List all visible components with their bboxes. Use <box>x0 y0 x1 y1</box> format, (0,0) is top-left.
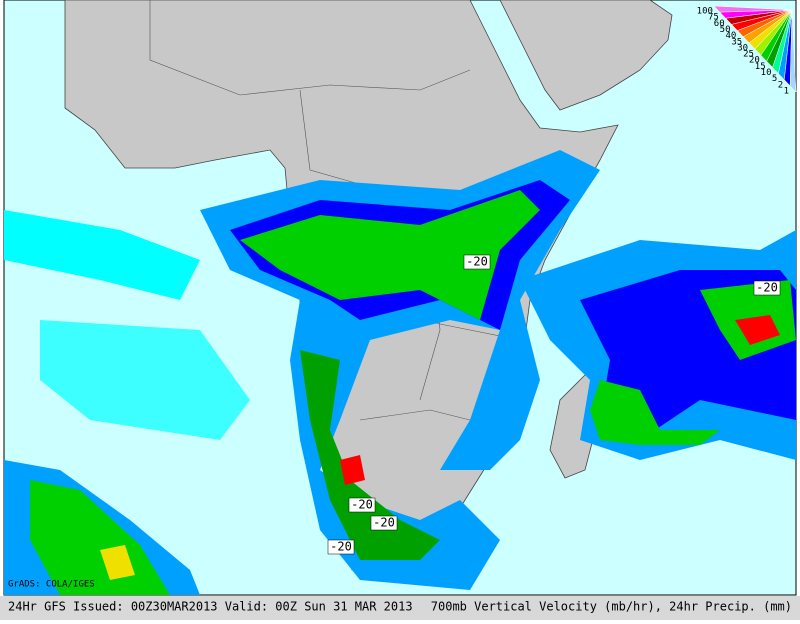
footer-right: 700mb Vertical Velocity (mb/hr), 24hr Pr… <box>431 600 792 614</box>
border <box>359 409 471 421</box>
label-box <box>348 497 376 513</box>
label-box <box>370 515 398 531</box>
legend-label: 25 <box>743 50 754 60</box>
contour-label: -20 <box>373 516 395 530</box>
legend-label: 2 <box>778 80 783 90</box>
label-box <box>327 539 355 555</box>
contour-label: -20 <box>756 281 778 295</box>
precip-area <box>340 455 365 485</box>
legend-label: 35 <box>731 37 742 47</box>
precip-area <box>30 480 170 595</box>
legend-label: 75 <box>708 13 719 23</box>
label-box <box>753 280 781 296</box>
legend-label: 15 <box>755 62 766 72</box>
footer-bar <box>0 596 800 620</box>
legend-label: 60 <box>714 19 725 29</box>
contour-label-boxes <box>327 254 781 555</box>
precip-area <box>100 545 135 580</box>
contour-label: -20 <box>330 540 352 554</box>
precip-area <box>4 210 200 300</box>
precip-area <box>590 380 720 445</box>
precip-area <box>300 350 440 560</box>
credit: GrADS: COLA/IGES <box>8 580 95 590</box>
precip <box>4 150 796 595</box>
precip-area <box>40 320 250 440</box>
legend-label: 50 <box>720 25 731 35</box>
legend-label: 30 <box>737 43 748 53</box>
legend-label: 1 <box>784 86 789 96</box>
legend-label: 100 <box>697 7 713 17</box>
precip-area <box>735 315 780 345</box>
legend-label: 10 <box>761 68 772 78</box>
contour-label: -20 <box>351 498 373 512</box>
legend-label: 5 <box>772 74 777 84</box>
legend-swatch <box>789 9 797 93</box>
legend-label: 20 <box>749 56 760 66</box>
land-arabia <box>499 0 673 111</box>
label-box <box>463 254 491 270</box>
legend-label: 40 <box>726 31 737 41</box>
footer-left: 24Hr GFS Issued: 00Z30MAR2013 Valid: 00Z… <box>8 600 413 614</box>
border <box>149 0 471 96</box>
contour-label: -20 <box>466 255 488 269</box>
precip-area <box>240 190 540 320</box>
